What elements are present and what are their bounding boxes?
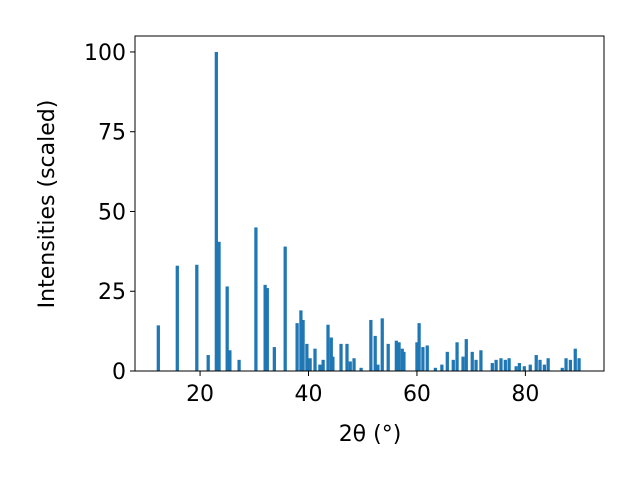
bar [214,51,218,371]
bar [386,343,390,371]
bar [402,351,406,371]
bar [474,359,478,371]
bar [479,350,483,371]
bar [175,265,179,371]
bar [560,367,564,371]
bar [380,318,384,371]
bar [394,340,398,371]
bar [339,343,343,371]
bar [318,364,322,371]
bar [573,348,577,371]
bar [195,264,199,371]
x-tick-label: 40 [295,382,323,407]
bar [305,343,309,371]
x-axis-label: 2θ (°) [339,422,402,447]
bar [263,284,267,371]
bar [522,366,526,371]
bar [425,345,429,371]
bar [514,366,518,371]
bar [397,342,401,371]
y-axis-label: Intensities (scaled) [35,100,60,309]
bar [156,325,160,371]
bar [433,367,438,371]
bar [301,319,305,371]
bar [445,351,449,371]
x-tick-label: 60 [403,382,431,407]
bar [359,367,363,371]
bar [272,347,276,371]
bar [534,355,538,371]
bar [546,358,550,371]
bar [415,342,419,371]
x-tick-label: 20 [186,382,214,407]
bar [451,359,455,371]
bar [254,227,258,371]
bar [299,310,303,371]
bar [326,324,330,371]
bar [283,246,287,371]
bar [329,337,333,371]
bar [470,351,474,371]
bar [464,339,468,371]
bar [352,358,356,371]
bar [568,359,573,371]
y-tick-label: 75 [98,121,126,146]
bar [313,348,317,371]
bar [507,358,511,371]
bar [369,319,373,371]
bar [295,323,299,371]
y-tick-label: 25 [98,280,126,305]
plot-frame [134,35,605,372]
bar [376,364,380,371]
bar [564,358,568,371]
bar [373,335,377,371]
bar [417,323,421,371]
y-tick-label: 100 [84,41,126,66]
bar [228,350,232,371]
bar [348,361,352,371]
bar [542,364,546,371]
bar [499,358,503,371]
bar [308,358,312,371]
y-tick-label: 0 [112,360,126,385]
bar [538,359,542,371]
bar [528,364,532,371]
bar [503,359,507,371]
bar [440,364,444,371]
bar [331,356,335,371]
bar [494,359,498,371]
bar [217,241,221,371]
bar [345,343,349,371]
x-tick-label: 80 [511,382,539,407]
bar [206,355,210,371]
bar [237,359,241,371]
bar [225,286,229,371]
bar [455,342,459,371]
bar [321,359,325,371]
bar [461,356,465,371]
bar [421,347,425,371]
bar [265,288,269,371]
bar [490,363,494,371]
y-tick-label: 50 [98,200,126,225]
bar [517,363,522,371]
bar [577,358,581,371]
